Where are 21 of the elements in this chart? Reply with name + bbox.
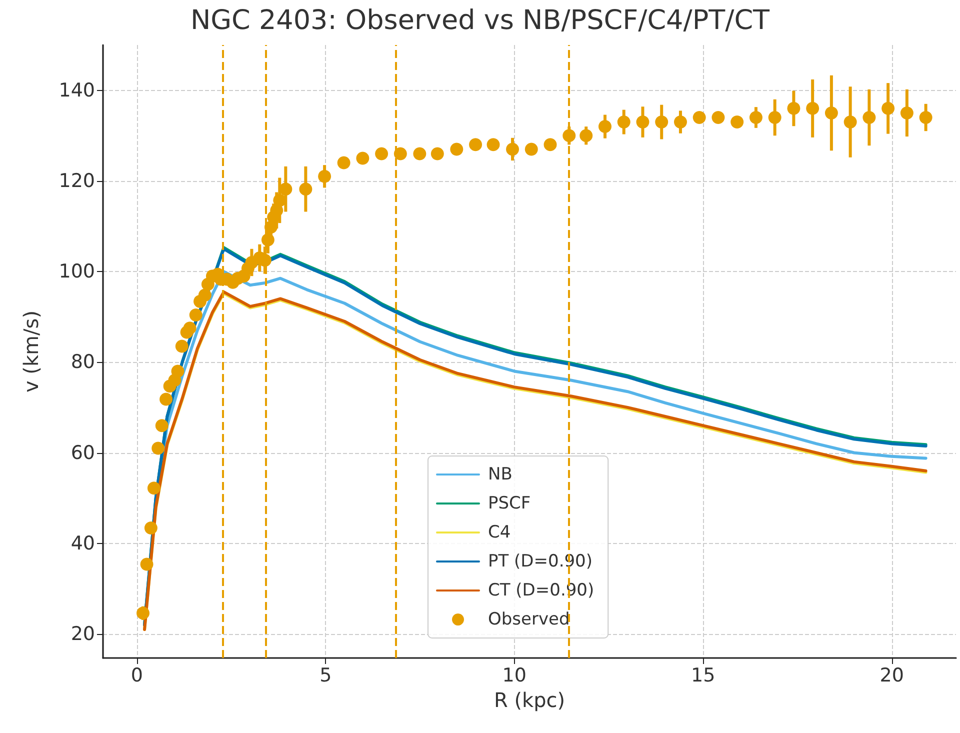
y-tick-label: 40	[70, 532, 95, 554]
y-tick-label: 140	[58, 79, 95, 102]
x-tick-label: 20	[880, 664, 904, 686]
legend-label: PSCF	[488, 494, 531, 514]
legend-label: NB	[488, 464, 512, 484]
x-tick-label: 5	[320, 664, 332, 686]
chart-title: NGC 2403: Observed vs NB/PSCF/C4/PT/CT	[190, 5, 770, 36]
legend-label: PT (D=0.90)	[488, 552, 592, 572]
legend-label: C4	[488, 522, 511, 542]
y-tick-label: 100	[58, 260, 95, 283]
x-tick-label: 15	[691, 664, 716, 686]
y-tick-label: 20	[70, 622, 95, 645]
y-axis-title: v (km/s)	[19, 310, 43, 393]
x-tick-label: 0	[130, 664, 144, 686]
x-axis-title: R (kpc)	[494, 688, 566, 712]
legend-label: CT (D=0.90)	[488, 580, 594, 600]
y-tick-label: 60	[70, 442, 95, 464]
y-tick-label: 80	[70, 351, 95, 374]
x-tick-label: 10	[502, 664, 526, 686]
y-tick-label: 120	[58, 170, 95, 192]
legend-label: Observed	[488, 610, 570, 630]
